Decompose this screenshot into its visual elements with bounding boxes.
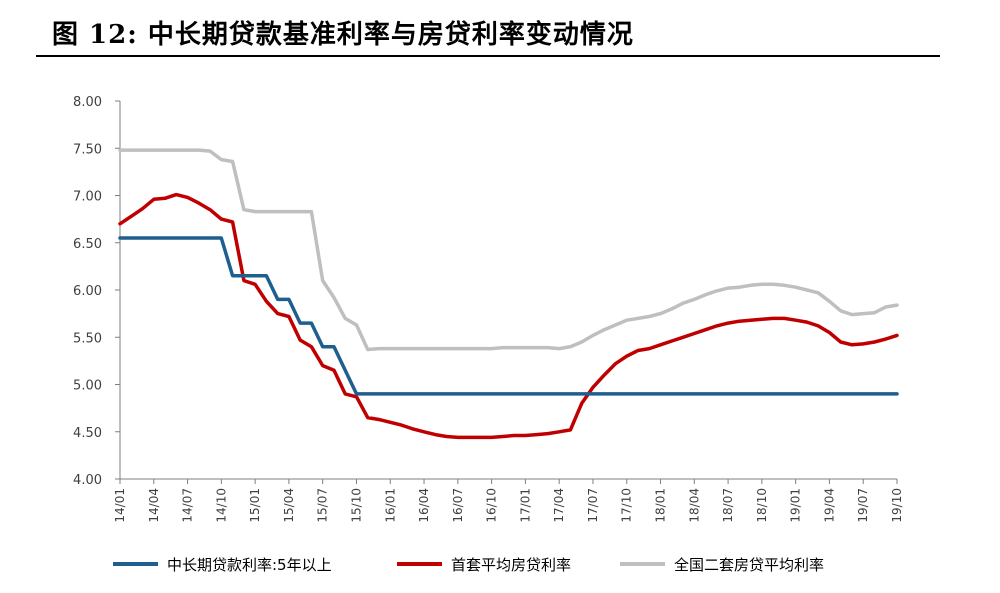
x-tick-label: 16/07: [451, 488, 465, 523]
x-tick-label: 14/01: [113, 488, 127, 523]
x-tick-label: 19/01: [789, 488, 803, 523]
series-line-0: [118, 236, 899, 396]
x-tick-label: 19/04: [822, 488, 836, 523]
x-tick-label: 19/10: [890, 488, 904, 523]
series-line-1: [118, 192, 899, 440]
y-tick-label: 5.50: [73, 331, 102, 346]
x-tick-label: 18/01: [654, 488, 668, 523]
legend-label-0: 中长期贷款利率:5年以上: [167, 556, 332, 574]
x-tick-label: 14/07: [181, 488, 195, 523]
x-tick-label: 18/07: [721, 488, 735, 523]
x-tick-label: 15/04: [282, 488, 296, 523]
x-tick-label: 16/01: [383, 488, 397, 523]
legend: 中长期贷款利率:5年以上 首套平均房贷利率 全国二套房贷平均利率: [113, 556, 824, 574]
x-tick-label: 19/07: [856, 488, 870, 523]
x-tick-label: 15/10: [349, 488, 363, 523]
y-tick-label: 8.00: [73, 95, 102, 110]
y-tick-label: 4.00: [73, 473, 102, 488]
x-tick-label: 16/10: [485, 488, 499, 523]
x-tick-label: 17/10: [620, 488, 634, 523]
x-tick-label: 15/01: [248, 488, 262, 523]
x-tick-label: 15/07: [316, 488, 330, 523]
legend-label-2: 全国二套房贷平均利率: [674, 556, 824, 574]
y-tick-label: 7.50: [73, 142, 102, 157]
y-tick-label: 6.00: [73, 284, 102, 299]
x-tick-label: 14/10: [214, 488, 228, 523]
y-tick-label: 7.00: [73, 190, 102, 205]
series-layer: [118, 148, 899, 440]
x-tick-label: 17/01: [518, 488, 532, 523]
legend-label-1: 首套平均房贷利率: [451, 556, 571, 574]
x-tick-label: 18/04: [687, 488, 701, 523]
y-tick-label: 4.50: [73, 426, 102, 441]
x-tick-label: 17/04: [552, 488, 566, 523]
y-tick-label: 6.50: [73, 237, 102, 252]
x-tick-label: 14/04: [147, 488, 161, 523]
figure-title: 图 12: 中长期贷款基准利率与房贷利率变动情况: [52, 20, 634, 50]
title-divider: [36, 55, 940, 57]
x-tick-label: 18/10: [755, 488, 769, 523]
x-tick-label: 17/07: [586, 488, 600, 523]
series-line-2: [118, 148, 899, 352]
x-tick-label: 16/04: [417, 488, 431, 523]
y-tick-label: 5.00: [73, 379, 102, 394]
axes-layer: 8.00 7.50 7.00 6.50 6.00 5.50 5.00 4.50 4.00 14/0…: [73, 95, 904, 523]
